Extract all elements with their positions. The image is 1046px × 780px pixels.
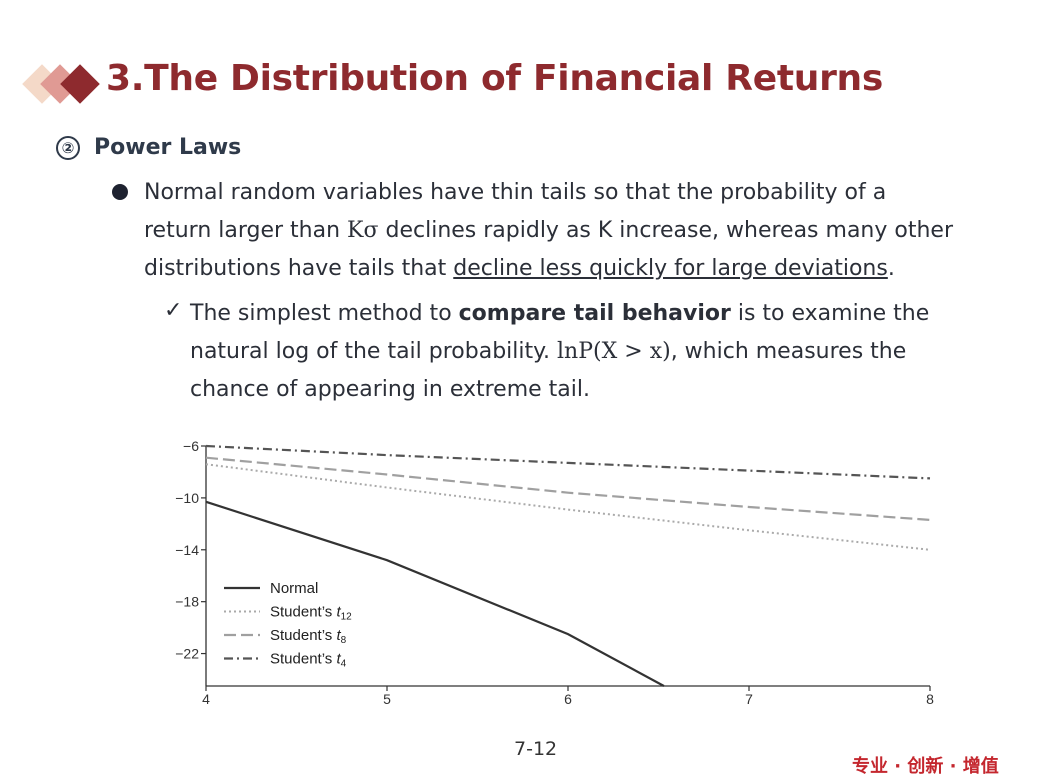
y-tick-label: −22	[175, 646, 199, 662]
bullet-paragraph: Normal random variables have thin tails …	[144, 174, 953, 288]
series-line-3	[205, 444, 931, 480]
legend-label-0: Normal	[270, 580, 318, 597]
series-line-2	[205, 456, 931, 521]
x-tick-label: 7	[745, 691, 753, 707]
bullet-icon	[112, 184, 128, 200]
y-tick-label: −18	[175, 594, 199, 610]
sub-line-1: The simplest method to compare tail beha…	[190, 295, 929, 333]
sub-line-3: chance of appearing in extreme tail.	[190, 377, 590, 402]
sub-line-2a: natural log of the tail probability.	[190, 339, 558, 364]
sub-line-1b: is to examine the	[730, 301, 930, 326]
y-tick-label: −14	[175, 542, 199, 558]
checkmark-icon: ✓	[164, 298, 183, 323]
title-decoration	[20, 58, 100, 110]
bullet-line-2a: return larger than	[144, 218, 348, 243]
x-tick-label: 5	[383, 691, 391, 707]
sub-line-2b: , which measures the	[670, 339, 907, 364]
plot-area: −6 −10 −14 −18 −22 4 5 6 7 8 Normal Student’s t12 St…	[175, 438, 934, 707]
diamond-logo-icon	[20, 58, 100, 110]
bold-phrase: compare tail behavior	[458, 301, 731, 326]
y-tick-label: −10	[175, 490, 199, 506]
bullet-line-3b: .	[887, 256, 895, 281]
section-heading-text: Power Laws	[94, 135, 242, 160]
k-sigma-math: Kσ	[347, 218, 379, 243]
section-heading: ② Power Laws	[56, 135, 241, 160]
series-line-0	[205, 500, 665, 687]
legend-label-2: Student’s t8	[270, 627, 347, 646]
slide-title: 3.The Distribution of Financial Returns	[106, 58, 883, 99]
series-line-1	[205, 463, 931, 551]
x-tick-label: 6	[564, 691, 572, 707]
y-tick-label: −6	[183, 438, 199, 454]
x-tick-label: 4	[202, 691, 210, 707]
sub-bullet-paragraph: The simplest method to compare tail beha…	[190, 295, 929, 409]
page-number: 7-12	[514, 738, 558, 760]
circled-number-icon: ②	[56, 136, 80, 160]
sub-line-2: natural log of the tail probability. lnP…	[190, 333, 929, 371]
bullet-line-2b: declines rapidly as K increase, whereas …	[378, 218, 953, 243]
log-probability-math: lnP(X > x)	[557, 339, 671, 364]
underlined-phrase: decline less quickly for large deviation…	[453, 256, 888, 281]
sub-line-1a: The simplest method to	[190, 301, 459, 326]
tail-probability-chart: −6 −10 −14 −18 −22 4 5 6 7 8 Normal Student’s t12 St…	[175, 438, 934, 707]
legend-label-1: Student’s t12	[270, 604, 352, 623]
bullet-line-3a: distributions have tails that	[144, 256, 454, 281]
x-tick-label: 8	[926, 691, 934, 707]
bullet-line-1: Normal random variables have thin tails …	[144, 180, 887, 205]
legend-label-3: Student’s t4	[270, 651, 347, 670]
bullet-line-2: return larger than Kσ declines rapidly a…	[144, 212, 953, 250]
footer-slogan: 专业 · 创新 · 增值	[852, 756, 999, 777]
bullet-line-3: distributions have tails that decline le…	[144, 250, 953, 288]
